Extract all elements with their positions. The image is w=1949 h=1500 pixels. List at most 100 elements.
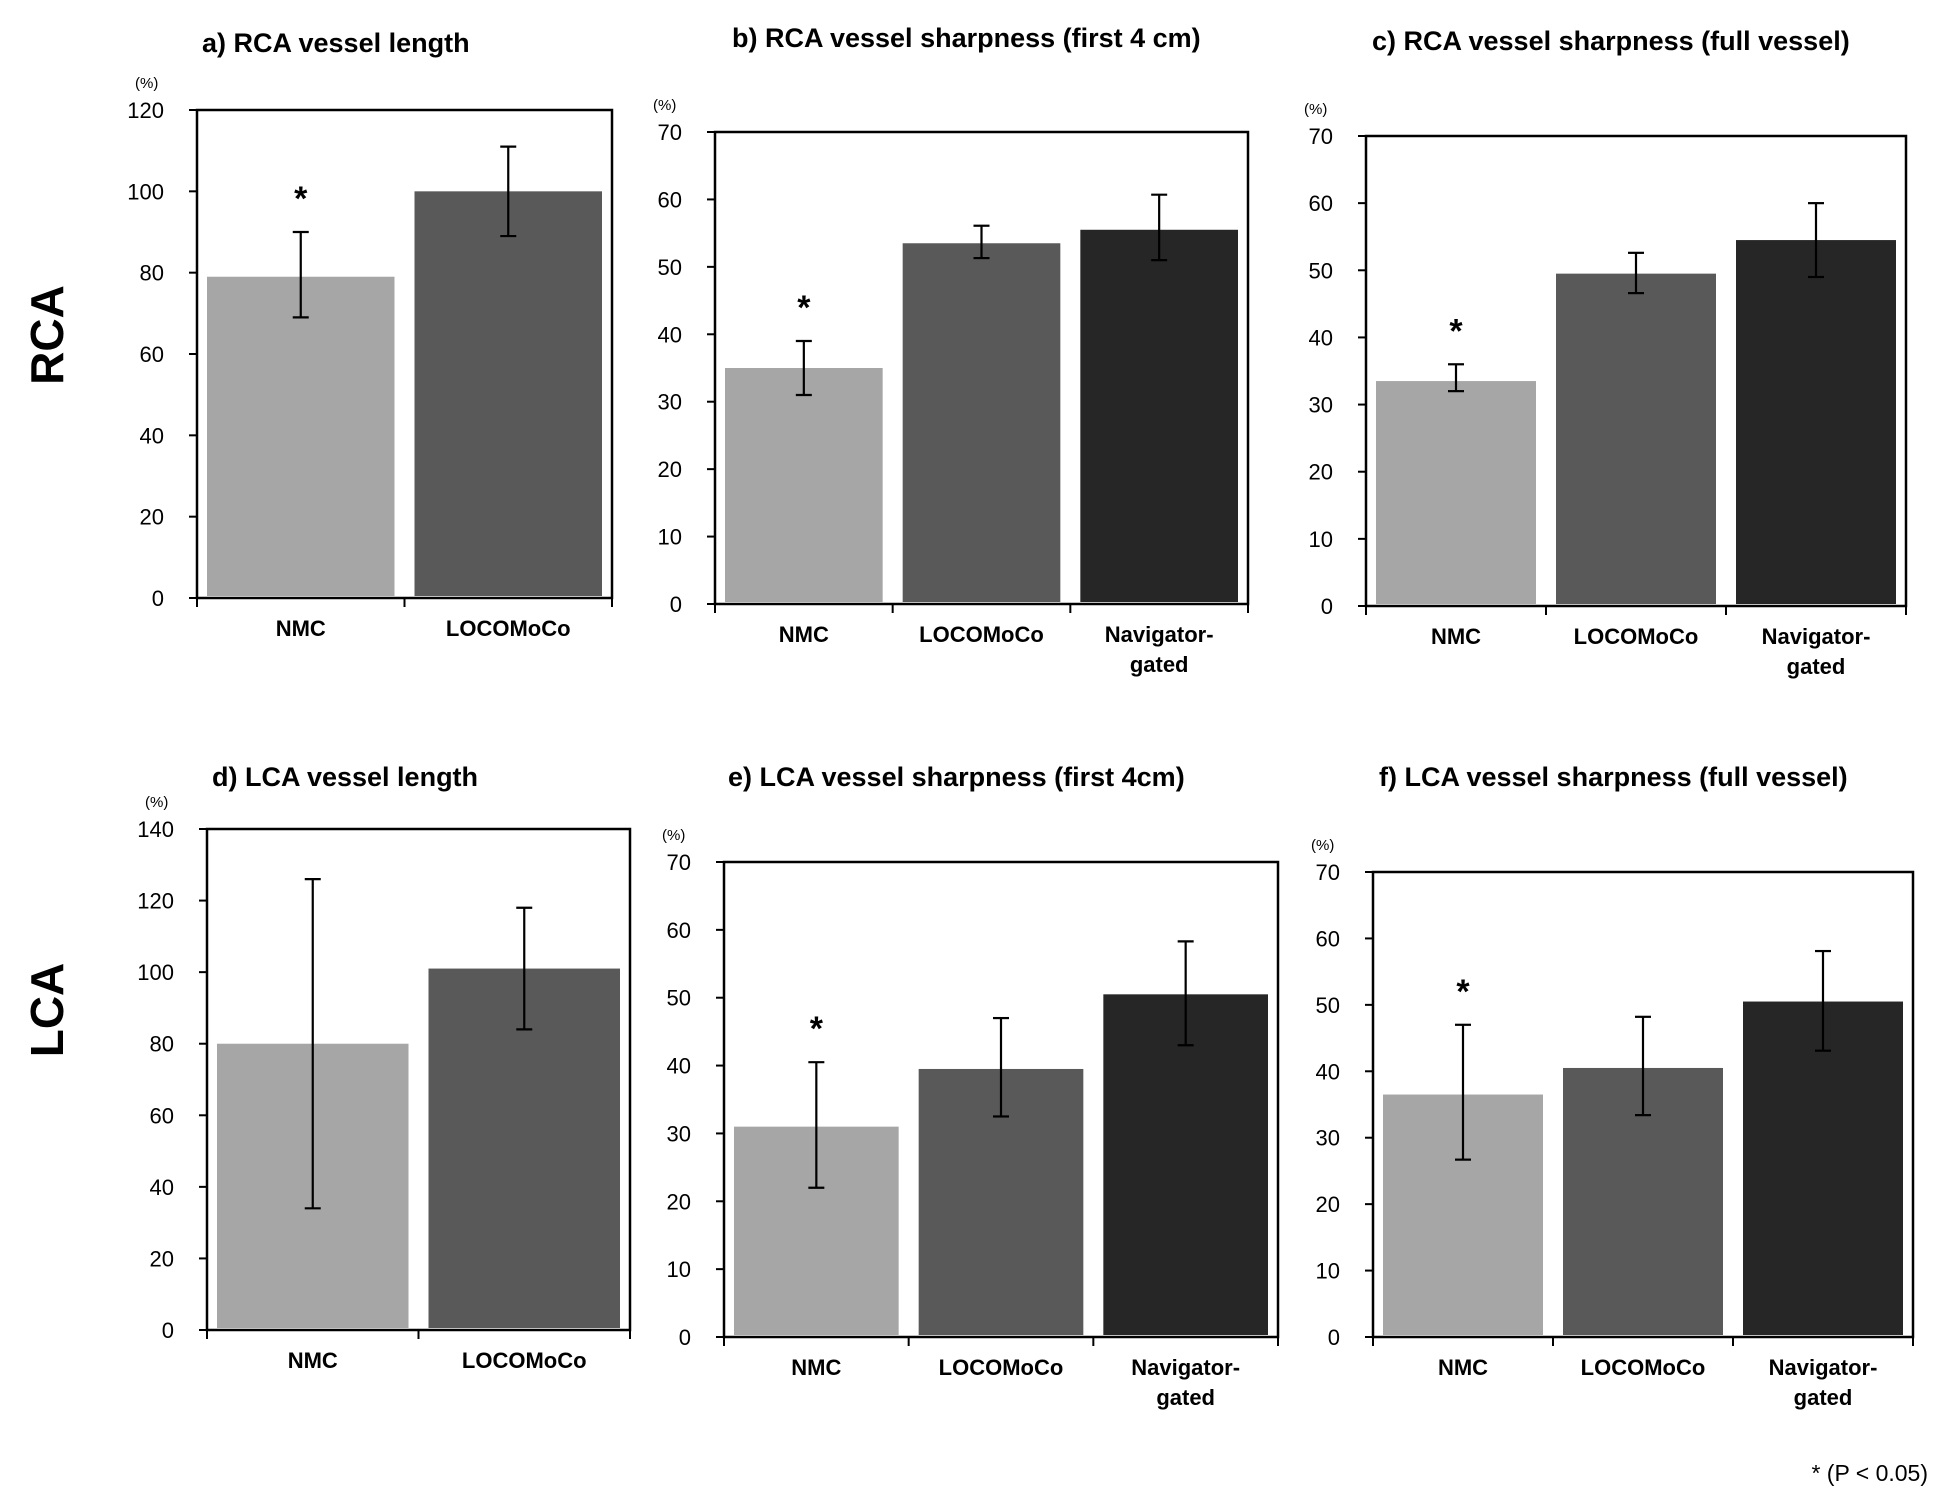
significance-asterisk: *: [294, 180, 308, 218]
y-tick-label: 120: [127, 98, 164, 123]
y-tick-label: 0: [679, 1325, 691, 1350]
chart-title: d) LCA vessel length: [212, 762, 478, 792]
panel-c-rca-sharpness-full-vessel: c) RCA vessel sharpness (full vessel) (%)…: [1304, 26, 1908, 679]
y-tick-label: 50: [1309, 258, 1333, 283]
significance-asterisk: *: [797, 289, 811, 327]
y-tick-label: 40: [1316, 1059, 1340, 1084]
category-label-locomoco: LOCOMoCo: [1581, 1355, 1706, 1380]
error-bar-nmc: [304, 877, 321, 1210]
bar-nmc: [207, 276, 395, 596]
category-label-navigator-gated: gated: [1156, 1385, 1215, 1410]
y-tick-label: 70: [1309, 124, 1333, 149]
category-label-navigator-gated: gated: [1787, 654, 1846, 679]
significance-asterisk: *: [1449, 312, 1463, 350]
y-axis-unit: (%): [1311, 837, 1334, 854]
y-tick-label: 100: [127, 179, 164, 204]
error-bar-nmc: [808, 1061, 825, 1189]
y-axis-unit: (%): [135, 75, 158, 92]
y-tick-label: 60: [658, 187, 682, 212]
bar-navigator-gated: [1736, 240, 1896, 605]
y-tick-label: 10: [1316, 1259, 1340, 1284]
y-tick-label: 60: [150, 1103, 174, 1128]
bar-navigator-gated: [1743, 1001, 1903, 1335]
category-label-nmc: NMC: [276, 616, 326, 641]
y-tick-label: 30: [658, 390, 682, 415]
y-tick-label: 20: [667, 1189, 691, 1214]
category-label-locomoco: LOCOMoCo: [1574, 624, 1699, 649]
y-tick-label: 60: [1316, 926, 1340, 951]
category-label-locomoco: LOCOMoCo: [462, 1348, 587, 1373]
category-label-nmc: NMC: [779, 622, 829, 647]
error-bar-nmc: [292, 230, 309, 319]
significance-asterisk: *: [1456, 973, 1470, 1011]
error-bar-locomoco: [1635, 1015, 1651, 1117]
error-bar-nmc: [1455, 1023, 1471, 1161]
y-tick-label: 20: [150, 1246, 174, 1271]
y-tick-label: 80: [140, 261, 164, 286]
plot-frame: [1364, 134, 1908, 608]
row-label-lca: LCA: [21, 963, 73, 1058]
panel-a-rca-vessel-length: a) RCA vessel length (%) * NMC LOCOMoCo 0 20 40…: [127, 28, 614, 641]
y-tick-label: 70: [1316, 860, 1340, 885]
y-axis-unit: (%): [145, 794, 168, 811]
chart-title: e) LCA vessel sharpness (first 4cm): [728, 762, 1185, 792]
y-tick-label: 40: [667, 1054, 691, 1079]
y-tick-label: 60: [140, 342, 164, 367]
error-bar-locomoco: [1628, 251, 1644, 295]
y-tick-label: 140: [137, 817, 174, 842]
y-tick-label: 50: [1316, 993, 1340, 1018]
y-tick-label: 40: [140, 423, 164, 448]
category-label-navigator-gated: Navigator-: [1105, 622, 1214, 647]
chart-title: b) RCA vessel sharpness (first 4 cm): [732, 23, 1201, 53]
y-tick-label: 20: [658, 457, 682, 482]
y-tick-label: 10: [667, 1257, 691, 1282]
error-bar-locomoco: [993, 1016, 1009, 1118]
y-tick-label: 0: [162, 1318, 174, 1343]
y-tick-label: 40: [658, 322, 682, 347]
significance-asterisk: *: [810, 1010, 824, 1048]
bar-navigator-gated: [1103, 994, 1268, 1335]
bar-locomoco: [1556, 273, 1716, 604]
panel-e-lca-sharpness-first-4cm: e) LCA vessel sharpness (first 4cm) (%) * N…: [662, 762, 1280, 1410]
chart-title: c) RCA vessel sharpness (full vessel): [1372, 26, 1850, 56]
significance-footnote: * (P < 0.05): [1811, 1460, 1928, 1486]
panel-d-lca-vessel-length: d) LCA vessel length (%) NMC LOCOMoCo 0 20 40 6…: [137, 762, 632, 1373]
category-label-nmc: NMC: [288, 1348, 338, 1373]
error-bar-nmc: [1448, 363, 1464, 393]
y-axis-unit: (%): [662, 827, 685, 844]
error-bar-navigator-gated: [1808, 202, 1824, 279]
y-tick-label: 40: [150, 1175, 174, 1200]
bar-navigator-gated: [1080, 229, 1238, 602]
y-tick-label: 10: [658, 525, 682, 550]
y-tick-label: 30: [667, 1121, 691, 1146]
y-axis-unit: (%): [653, 97, 676, 114]
category-label-navigator-gated: gated: [1130, 652, 1189, 677]
bar-nmc: [725, 368, 883, 602]
bar-nmc: [1376, 381, 1536, 604]
category-label-nmc: NMC: [791, 1355, 841, 1380]
panel-f-lca-sharpness-full-vessel: f) LCA vessel sharpness (full vessel) (%)…: [1311, 762, 1915, 1410]
category-label-navigator-gated: gated: [1794, 1385, 1853, 1410]
error-bar-locomoco: [516, 906, 533, 1031]
y-tick-label: 0: [1328, 1325, 1340, 1350]
y-tick-label: 30: [1309, 393, 1333, 418]
y-tick-label: 20: [1316, 1192, 1340, 1217]
y-tick-label: 0: [152, 586, 164, 611]
chart-title: a) RCA vessel length: [202, 28, 470, 58]
category-label-navigator-gated: Navigator-: [1131, 1355, 1240, 1380]
error-bar-navigator-gated: [1815, 949, 1831, 1052]
y-tick-label: 120: [137, 889, 174, 914]
y-tick-label: 70: [658, 120, 682, 145]
y-tick-label: 60: [1309, 191, 1333, 216]
y-tick-label: 30: [1316, 1126, 1340, 1151]
y-tick-label: 0: [1321, 594, 1333, 619]
error-bar-nmc: [795, 339, 812, 397]
y-tick-label: 10: [1309, 527, 1333, 552]
plot-frame: [1371, 870, 1915, 1339]
category-label-locomoco: LOCOMoCo: [919, 622, 1044, 647]
panel-b-rca-sharpness-first-4cm: b) RCA vessel sharpness (first 4 cm) (%) *…: [653, 23, 1250, 677]
y-tick-label: 50: [667, 986, 691, 1011]
y-tick-label: 100: [137, 960, 174, 985]
category-label-navigator-gated: Navigator-: [1769, 1355, 1878, 1380]
